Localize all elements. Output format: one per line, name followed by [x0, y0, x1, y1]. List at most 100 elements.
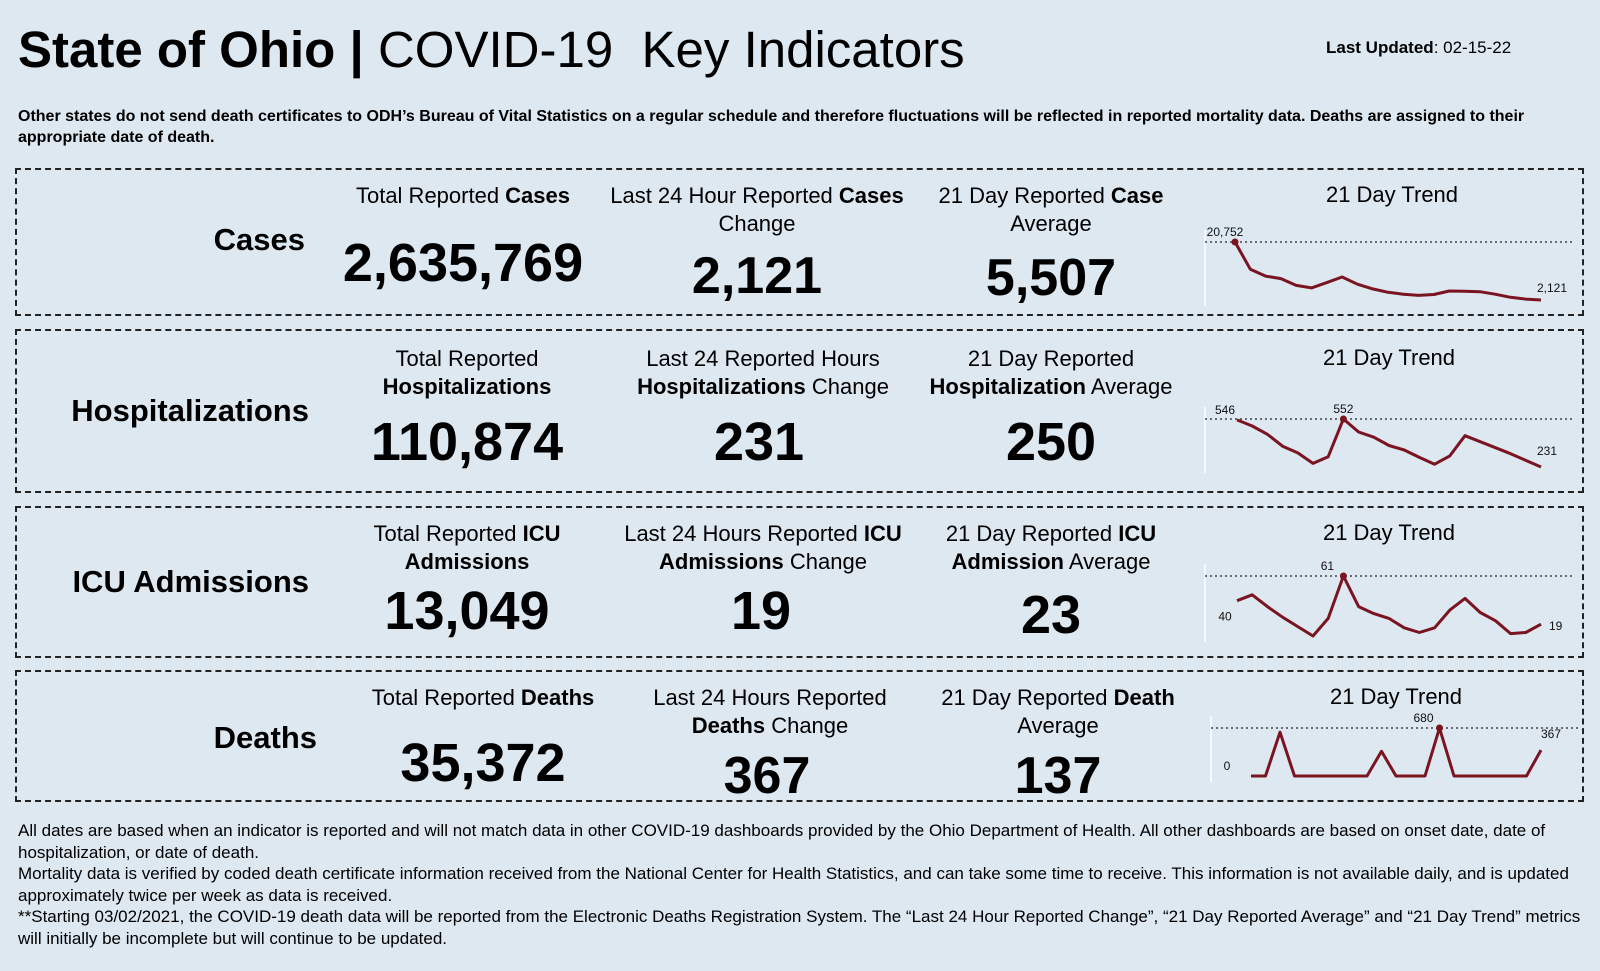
trend-end-label: 2,121 — [1537, 281, 1567, 295]
header-bold: Deaths — [691, 713, 766, 738]
trend-max-label: 680 — [1413, 711, 1433, 725]
icu-change-value: 19 — [730, 581, 792, 641]
header-text: Change — [718, 211, 796, 236]
header-text: Average — [1086, 374, 1173, 399]
trend-line — [1233, 241, 1542, 302]
header-text: 21 Day Reported — [938, 183, 1111, 208]
trend-start-label: 40 — [1218, 610, 1232, 624]
deaths-total-value: 35,372 — [400, 733, 566, 793]
hospitalizations-trend-chart: 552 546 231 — [1204, 402, 1573, 473]
deaths-row-label: Deaths — [213, 720, 317, 755]
header-text: Total Reported — [373, 521, 523, 546]
deaths-trend-chart: 680 0 367 — [1210, 711, 1579, 782]
deaths-total-header: Total Reported Deaths — [313, 684, 653, 712]
hospitalizations-average-header: 21 Day Reported Hospitalization Average — [891, 345, 1211, 401]
footer-notes: All dates are based when an indicator is… — [18, 820, 1588, 950]
header-text: Total Reported — [355, 183, 506, 208]
last-updated-value: : 02-15-22 — [1433, 38, 1512, 57]
mortality-note: Other states do not send death certifica… — [18, 108, 1525, 146]
footer-note-dates: All dates are based when an indicator is… — [18, 821, 1546, 862]
trend-line — [1251, 726, 1543, 778]
hospitalizations-change-header: Last 24 Reported Hours Hospitalizations … — [610, 345, 916, 401]
cases-total-value: 2,635,769 — [342, 233, 584, 293]
footer-note-edrs: **Starting 03/02/2021, the COVID-19 deat… — [18, 907, 1581, 948]
icu-admissions-row-label: ICU Admissions — [72, 564, 309, 599]
cases-row-label: Cases — [213, 222, 305, 257]
trend-point — [1339, 572, 1347, 580]
trend-max-label: 20,752 — [1207, 225, 1244, 239]
icu-change-header: Last 24 Hours Reported ICU Admissions Ch… — [610, 520, 916, 576]
trend-point — [1231, 238, 1239, 246]
trend-end-label: 231 — [1537, 444, 1557, 458]
header-text: Change — [805, 374, 889, 399]
cases-trend-title: 21 Day Trend — [1325, 182, 1459, 207]
header-text: Change — [783, 549, 867, 574]
hospitalizations-panel: Hospitalizations Total Reported Hospital… — [15, 329, 1584, 493]
trend-line — [1236, 417, 1542, 469]
deaths-change-header: Last 24 Hours Reported Deaths Change — [615, 684, 925, 740]
header-text: 21 Day Reported — [967, 346, 1135, 371]
trend-point — [1436, 724, 1443, 732]
cases-average-header: 21 Day Reported Case Average — [901, 182, 1201, 238]
header-text: Average — [1064, 549, 1151, 574]
trend-end-label: 19 — [1549, 619, 1563, 633]
header-bold: Hospitalizations — [637, 374, 806, 399]
trend-start-label: 0 — [1224, 759, 1231, 773]
header-bold: Cases — [505, 183, 571, 208]
header-bold: Hospitalizations — [382, 374, 552, 399]
last-updated: Last Updated: 02-15-22 — [1326, 38, 1511, 58]
hospitalizations-total-value: 110,874 — [370, 412, 564, 472]
header-bold: ICU Admission — [951, 521, 1157, 574]
trend-point — [1339, 415, 1347, 423]
header-bold: Death — [1113, 685, 1175, 710]
hospitalizations-trend-title: 21 Day Trend — [1322, 345, 1456, 370]
icu-total-header: Total Reported ICU Admissions — [317, 520, 617, 576]
hospitalizations-row-label: Hospitalizations — [71, 393, 309, 428]
header-text: Change — [765, 713, 849, 738]
header-text: Total Reported — [395, 346, 539, 371]
header-text: Last 24 Hours Reported — [624, 521, 864, 546]
header-text: Average — [1010, 211, 1092, 236]
footer-note-mortality: Mortality data is verified by coded deat… — [18, 864, 1569, 905]
title-indicators: COVID-19 Key Indicators — [377, 21, 965, 78]
hospitalizations-total-header: Total Reported Hospitalizations — [317, 345, 617, 401]
deaths-panel: Deaths Total Reported Deaths 35,372 Last… — [15, 670, 1584, 805]
header-text: 21 Day Reported — [945, 521, 1119, 546]
icu-trend-chart: 61 40 19 — [1204, 559, 1573, 642]
cases-change-header: Last 24 Hour Reported Cases Change — [607, 182, 907, 238]
title-state: State of Ohio | — [18, 21, 364, 78]
header-bold: Deaths — [520, 685, 595, 710]
trend-end-label: 367 — [1541, 727, 1561, 741]
cases-total-header: Total Reported Cases — [313, 182, 613, 210]
header-bold: Cases — [838, 183, 904, 208]
icu-trend-title: 21 Day Trend — [1322, 520, 1456, 545]
icu-admissions-panel: ICU Admissions Total Reported ICU Admiss… — [15, 506, 1584, 658]
icu-average-header: 21 Day Reported ICU Admission Average — [901, 520, 1201, 576]
cases-trend-chart: 20,752 2,121 — [1204, 225, 1573, 306]
header-bold: Case — [1110, 183, 1164, 208]
cases-average-value: 5,507 — [985, 249, 1117, 307]
header-bold: Hospitalization — [929, 374, 1086, 399]
header-text: Average — [1017, 713, 1099, 738]
trend-max-label: 61 — [1321, 559, 1335, 573]
cases-panel: Cases Total Reported Cases 2,635,769 Las… — [15, 168, 1584, 316]
page-title: State of Ohio | COVID-19 Key Indicators — [18, 20, 965, 80]
deaths-change-value: 367 — [723, 747, 811, 805]
trend-max-label: 552 — [1333, 402, 1353, 416]
last-updated-label: Last Updated — [1326, 38, 1434, 57]
cases-change-value: 2,121 — [691, 247, 823, 305]
header-text: Last 24 Hour Reported — [610, 183, 839, 208]
deaths-trend-title: 21 Day Trend — [1329, 684, 1463, 709]
header-text: Last 24 Hours Reported — [653, 685, 887, 710]
trend-line — [1236, 574, 1542, 638]
deaths-average-header: 21 Day Reported Death Average — [903, 684, 1213, 740]
header-bold: ICU Admissions — [659, 521, 902, 574]
hospitalizations-change-value: 231 — [713, 412, 805, 472]
icu-average-value: 23 — [1020, 585, 1082, 645]
header-text: Last 24 Reported Hours — [646, 346, 880, 371]
trend-start-label: 546 — [1215, 403, 1235, 417]
header-bold: ICU Admissions — [404, 521, 561, 574]
header-text: Total Reported — [371, 685, 521, 710]
icu-total-value: 13,049 — [384, 581, 550, 641]
header-text: 21 Day Reported — [941, 685, 1114, 710]
